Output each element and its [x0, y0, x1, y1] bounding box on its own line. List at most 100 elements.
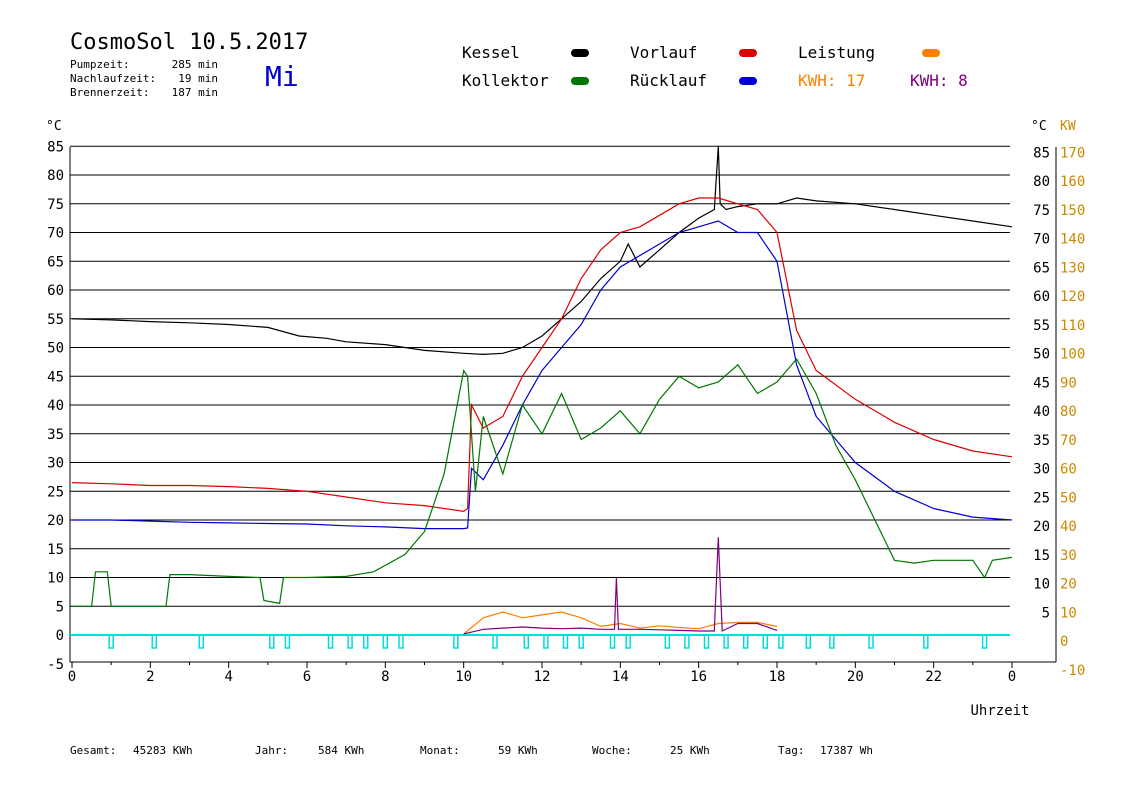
x-axis-label: Uhrzeit: [970, 703, 1029, 719]
legend-kessel-label: Kessel: [462, 43, 520, 62]
y-tick-label-right-kw: 140: [1060, 232, 1085, 248]
y-tick-label-left: 55: [47, 312, 64, 328]
y-tick-label-right-temp: 30: [1033, 462, 1050, 478]
legend-kwh1: KWH: 17: [798, 71, 866, 90]
pump-marker: [398, 634, 404, 649]
legend-leistung-swatch: [922, 49, 940, 57]
y-tick-label-left: 10: [47, 571, 64, 587]
pump-marker: [453, 634, 459, 649]
pump-marker: [762, 634, 768, 649]
footer-jahr-label: Jahr:: [255, 744, 289, 757]
legend-vorlauf-swatch: [739, 49, 757, 57]
pump-marker: [742, 634, 749, 649]
x-tick-label: 0: [68, 669, 76, 685]
y-tick-label-right-kw: 70: [1060, 433, 1077, 449]
y-tick-label-right-kw: 120: [1060, 289, 1085, 305]
y-tick-label-left: 60: [47, 283, 64, 299]
y-tick-label-right-kw: -10: [1060, 663, 1085, 679]
footer-woche-label: Woche:: [592, 744, 632, 757]
pump-marker: [868, 634, 874, 649]
y-tick-label-right-temp: 20: [1033, 519, 1050, 535]
y-tick-label-right-kw: 20: [1060, 577, 1077, 593]
x-tick-label: 12: [534, 669, 551, 685]
y-tick-label-left: 85: [47, 139, 64, 155]
y-axis-label-left: °C: [46, 119, 62, 134]
pump-marker: [684, 634, 690, 649]
y-tick-label-right-temp: 5: [1042, 605, 1050, 621]
stat-pumpzeit-label: Pumpzeit:: [70, 58, 130, 71]
y-tick-label-right-temp: 25: [1033, 490, 1050, 506]
y-tick-label-right-kw: 40: [1060, 519, 1077, 535]
x-tick-label: 22: [925, 669, 942, 685]
pump-marker: [269, 634, 275, 649]
pump-marker: [703, 634, 710, 649]
y-tick-label-right-temp: 65: [1033, 260, 1050, 276]
y-tick-label-left: 45: [47, 369, 64, 385]
stat-brennerzeit-value: 187 min: [171, 86, 218, 99]
y-tick-label-left: 70: [47, 226, 64, 242]
x-tick-label: 4: [224, 669, 232, 685]
pump-marker: [609, 634, 616, 649]
y-tick-label-right-temp: 40: [1033, 404, 1050, 420]
x-tick-label: 6: [303, 669, 311, 685]
pump-marker: [829, 634, 835, 649]
legend-kwh2: KWH: 8: [910, 71, 968, 90]
y-tick-label-left: 65: [47, 254, 64, 270]
y-tick-label-right-temp: 15: [1033, 548, 1050, 564]
y-tick-label-right-temp: 60: [1033, 289, 1050, 305]
x-tick-label: 16: [690, 669, 707, 685]
legend-ruecklauf-swatch: [739, 77, 757, 85]
series-line-kollektor: [72, 357, 1013, 607]
y-tick-label-right-temp: 35: [1033, 433, 1050, 449]
series-line-rcklauf: [72, 220, 1013, 530]
x-tick-label: 18: [769, 669, 786, 685]
pump-marker: [382, 634, 389, 649]
x-tick-label: 14: [612, 669, 629, 685]
series-line-leistung: [463, 611, 778, 635]
y-tick-label-right-kw: 110: [1060, 318, 1085, 334]
weekday-label: Mi: [265, 60, 299, 93]
y-tick-label-right-temp: 75: [1033, 203, 1050, 219]
legend-kessel-swatch: [571, 49, 589, 57]
footer-monat-value: 59 KWh: [498, 744, 538, 757]
y-tick-label-right-kw: 0: [1060, 634, 1068, 650]
pump-marker: [625, 634, 631, 649]
y-tick-label-right-temp: 50: [1033, 347, 1050, 363]
pump-marker: [578, 634, 584, 649]
y-tick-label-left: 15: [47, 542, 64, 558]
y-tick-label-left: 80: [47, 168, 64, 184]
pump-marker: [543, 634, 549, 649]
stat-nachlaufzeit-value: 19 min: [178, 72, 218, 85]
footer-tag-value: 17387 Wh: [820, 744, 873, 757]
x-tick-label: 10: [455, 669, 472, 685]
y-tick-label-right-temp: 85: [1033, 145, 1050, 161]
series-line-vorlauf: [71, 197, 1013, 513]
y-tick-label-right-temp: 10: [1033, 577, 1050, 593]
y-tick-label-left: 50: [47, 341, 64, 357]
x-tick-label: 2: [146, 669, 154, 685]
pump-marker: [151, 634, 157, 649]
legend-vorlauf-label: Vorlauf: [630, 43, 698, 62]
stat-nachlaufzeit-label: Nachlaufzeit:: [70, 72, 157, 85]
x-tick-label: 8: [381, 669, 389, 685]
x-tick-label: 0: [1008, 669, 1016, 685]
chart-title: CosmoSol 10.5.2017: [70, 30, 309, 55]
y-tick-label-right-kw: 100: [1060, 347, 1085, 363]
y-tick-label-right-kw: 160: [1060, 174, 1085, 190]
y-tick-label-right-kw: 90: [1060, 375, 1077, 391]
y-tick-label-right-temp: 80: [1033, 174, 1050, 190]
pump-marker: [805, 634, 812, 649]
pump-marker: [562, 634, 569, 649]
legend-kollektor-swatch: [571, 77, 589, 85]
y-tick-label-left: 0: [56, 628, 64, 644]
pump-marker: [523, 634, 530, 649]
pump-marker: [723, 634, 729, 649]
pump-marker: [363, 634, 369, 649]
y-tick-label-right-kw: 10: [1060, 605, 1077, 621]
footer-tag-label: Tag:: [778, 744, 805, 757]
pump-marker: [981, 634, 988, 649]
legend-kollektor-label: Kollektor: [462, 71, 549, 90]
footer-jahr-value: 584 KWh: [318, 744, 365, 757]
y-axis-label-right-temp: °C: [1031, 119, 1047, 134]
y-tick-label-left: 40: [47, 398, 64, 414]
